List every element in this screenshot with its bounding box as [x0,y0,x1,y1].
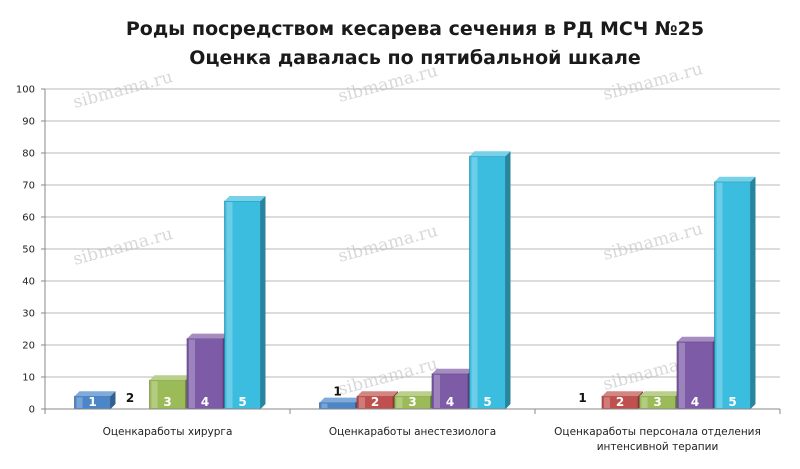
bar-top [319,397,361,403]
data-label: 1 [578,391,586,405]
data-label: 5 [483,395,491,409]
bar-highlight [604,397,610,408]
x-category-label: Оценкаработы персонала отделения [554,426,761,438]
bar-highlight [226,202,233,408]
y-tick-label: 40 [22,277,35,288]
y-tick-label: 90 [22,117,35,128]
data-label: 4 [446,395,454,409]
data-label: 5 [728,395,736,409]
bar-top [394,391,436,397]
data-label: 2 [616,395,624,409]
data-label: 1 [88,395,96,409]
grid [45,88,780,378]
y-tick-label: 70 [22,181,35,192]
bar-side [505,151,511,409]
bar-top [187,333,228,339]
chart-title: Роды посредством кесарева сечения в РД М… [126,18,704,40]
x-category-label: интенсивной терапии [597,441,719,453]
y-tick-label: 60 [22,213,35,224]
bar-top [74,391,116,397]
data-label: 4 [201,395,209,409]
bar-highlight [76,397,83,408]
watermark-text: sibmama.ru [71,224,175,270]
y-tick-label: 80 [22,149,35,160]
y-tick-label: 30 [22,309,35,320]
bar-highlight [359,397,365,408]
y-tick-label: 10 [22,373,35,384]
x-category-label: Оценкаработы анестезиолога [329,426,496,438]
bar-top [677,336,718,342]
data-label: 3 [163,395,171,409]
watermark-text: sibmama.ru [71,67,175,113]
bar-highlight [679,342,685,408]
bar-top [149,375,191,381]
bar-top [602,391,643,397]
chart-subtitle: Оценка давалась по пятибальной шкале [189,47,641,69]
bars: 1 2 3 4 5 1 2 3 4 5 1 2 3 4 5 [74,151,756,410]
y-tick-label: 50 [22,245,35,256]
bar-side [260,196,266,409]
bar-top [714,176,756,182]
bar-highlight [151,381,158,408]
x-axis: Оценкаработы хирурга Оценкаработы анестез… [44,408,781,453]
watermark-text: sibmama.ru [336,221,440,267]
bar-highlight [321,403,328,408]
data-label: 3 [408,395,416,409]
bar-side [110,391,116,409]
bar-side [750,176,756,409]
bar-highlight [396,397,403,408]
data-label: 4 [691,395,699,409]
bar-highlight [716,182,723,408]
bar-highlight [189,339,195,408]
bar-highlight [471,157,478,408]
y-axis: 0 10 20 30 40 50 60 70 80 90 100 [16,85,46,416]
bar-top [469,151,511,157]
data-label: 1 [333,385,341,399]
bar-top [224,196,266,201]
watermark-text: sibmama.ru [601,219,705,265]
watermark-layer: sibmama.ru sibmama.ru sibmama.ru sibmama.ru… [71,59,705,400]
data-label: 2 [126,391,134,405]
bar-highlight [641,397,648,408]
y-tick-label: 20 [22,341,35,352]
data-label: 2 [371,395,379,409]
x-category-label: Оценкаработы хирурга [103,426,233,438]
bar-top [357,391,398,397]
data-label: 5 [238,395,246,409]
bar-top [432,368,473,374]
data-label: 3 [653,395,661,409]
bar-highlight [434,374,440,408]
bar-top [639,391,681,397]
y-tick-label: 100 [16,85,35,96]
y-tick-label: 0 [29,405,35,416]
